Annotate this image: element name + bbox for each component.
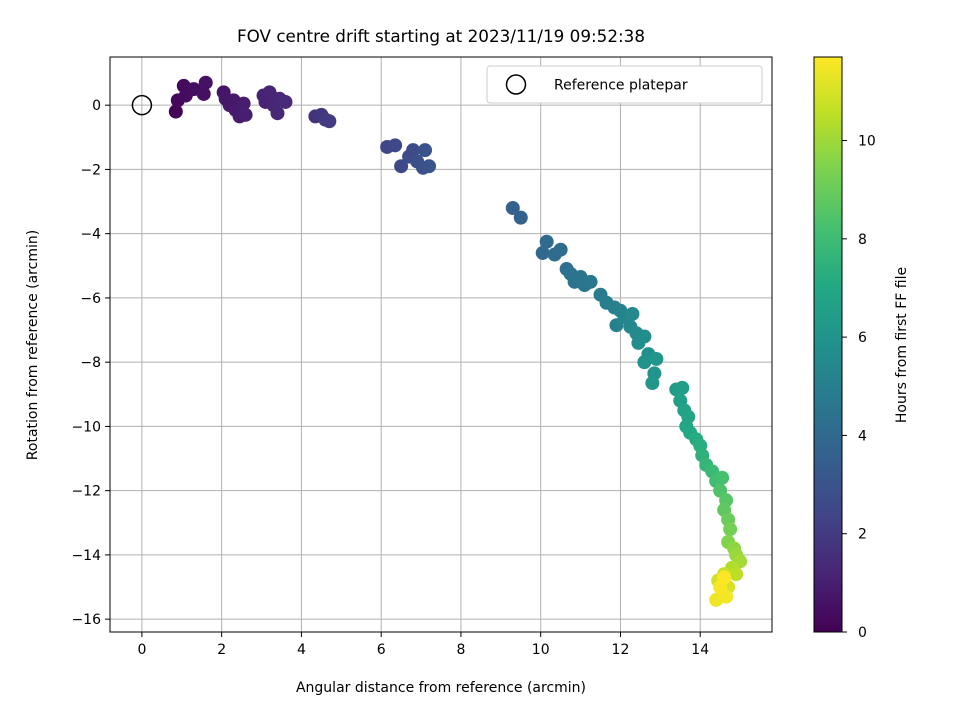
y-tick-label: 0 <box>92 98 101 114</box>
data-point <box>422 159 437 174</box>
data-point <box>198 75 213 90</box>
x-axis-label: Angular distance from reference (arcmin) <box>296 680 586 696</box>
x-tick-label: 14 <box>691 642 709 658</box>
data-point <box>513 210 528 225</box>
y-tick-label: −8 <box>80 355 101 371</box>
colorbar-tick-label: 4 <box>858 428 867 444</box>
y-axis-label: Rotation from reference (arcmin) <box>25 230 41 460</box>
colorbar-tick-label: 10 <box>858 134 876 150</box>
legend: Reference platepar <box>486 65 763 104</box>
data-point <box>236 96 251 111</box>
y-tick-label: −16 <box>71 612 101 628</box>
data-point <box>645 376 660 391</box>
data-point <box>322 114 337 129</box>
legend-marker <box>505 74 527 95</box>
legend-label: Reference platepar <box>554 78 688 94</box>
data-point <box>637 329 652 344</box>
data-point <box>418 143 433 158</box>
grid <box>110 57 772 632</box>
data-point <box>406 143 421 158</box>
reference-point-marker <box>131 94 153 116</box>
data-point <box>637 355 652 370</box>
colorbar-tick-label: 0 <box>858 625 867 641</box>
colorbar-label: Hours from first FF file <box>894 267 910 423</box>
data-point <box>675 380 690 395</box>
data-point <box>388 138 403 153</box>
y-tick-label: −10 <box>71 419 101 435</box>
x-tick-label: 10 <box>532 642 550 658</box>
data-point <box>270 106 285 121</box>
colorbar-tick-label: 8 <box>858 232 867 248</box>
data-point <box>168 104 183 119</box>
y-tick-label: −12 <box>71 484 101 500</box>
data-point <box>625 306 640 321</box>
data-point <box>278 94 293 109</box>
data-point <box>394 159 409 174</box>
x-tick-label: 6 <box>377 642 386 658</box>
x-tick-label: 0 <box>137 642 146 658</box>
data-point <box>717 570 732 585</box>
y-axis-ticks: 0 −2 −4 −6 −8 −10 −12 −14 −16 <box>71 98 110 628</box>
colorbar-tick-label: 6 <box>858 330 867 346</box>
x-tick-label: 2 <box>217 642 226 658</box>
data-point <box>262 85 277 100</box>
x-tick-label: 8 <box>456 642 465 658</box>
data-point <box>539 234 554 249</box>
data-points <box>168 75 748 607</box>
y-tick-label: −14 <box>71 548 101 564</box>
legend-box <box>486 65 763 104</box>
colorbar-tick-label: 2 <box>858 527 867 543</box>
data-point <box>535 245 550 260</box>
x-tick-label: 4 <box>297 642 306 658</box>
y-tick-label: −2 <box>80 162 101 178</box>
colorbar <box>813 56 843 633</box>
data-point <box>649 351 664 366</box>
plot-frame <box>109 56 773 633</box>
data-point <box>583 274 598 289</box>
data-point <box>505 200 520 215</box>
y-tick-label: −6 <box>80 291 101 307</box>
data-point <box>238 107 253 122</box>
y-tick-label: −4 <box>80 227 101 243</box>
data-point <box>715 470 730 485</box>
data-point <box>196 86 211 101</box>
data-point <box>729 567 744 582</box>
x-tick-label: 12 <box>612 642 630 658</box>
data-point <box>553 242 568 257</box>
colorbar-ticks: 0 2 4 6 8 10 <box>842 134 876 641</box>
x-axis-ticks: 0 2 4 6 8 10 12 14 <box>137 632 709 658</box>
data-point <box>723 522 738 537</box>
chart-title: FOV centre drift starting at 2023/11/19 … <box>237 26 645 46</box>
